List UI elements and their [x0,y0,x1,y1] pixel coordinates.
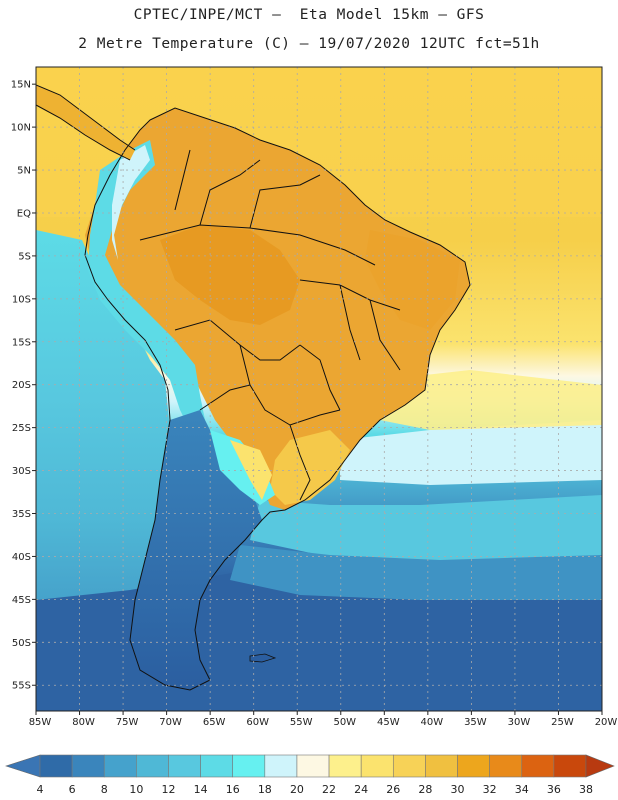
colorbar-label: 20 [290,783,304,796]
andes-cool-strip [88,140,215,470]
southern-cone-land [130,410,262,690]
latitude-axis: 15N 10N 5N EQ 5S 10S 15S 20S 25S 30S 35S 40S 45S 50S 5… [11,80,36,692]
colorbar-swatch [425,754,458,778]
lat-tick-label: 10N [11,123,31,134]
colorbar-swatch [168,754,201,778]
lon-tick-label: 55W [290,717,313,728]
colorbar-swatch [232,754,266,778]
chart-title-line-2: 2 Metre Temperature (C) – 19/07/2020 12U… [78,36,540,52]
colorbar-label: 18 [258,783,272,796]
lat-tick-label: 5S [18,251,31,262]
colorbar-label: 34 [515,783,529,796]
lat-tick-label: 20S [12,380,31,391]
colorbar-label: 14 [194,783,208,796]
lon-tick-label: 65W [203,717,226,728]
lon-tick-label: 25W [551,717,574,728]
lat-tick-label: EQ [17,208,31,219]
country-border [249,174,321,229]
colorbar-label: 38 [579,783,593,796]
lon-tick-label: 45W [377,717,400,728]
lon-tick-label: 50W [333,717,356,728]
lon-tick-label: 85W [29,717,52,728]
central-america-land [36,85,135,160]
lon-tick-label: 40W [421,717,444,728]
colorbar-swatch [264,754,298,778]
lat-tick-label: 50S [12,638,31,649]
lon-tick-label: 75W [116,717,139,728]
colorbar-label: 36 [547,783,561,796]
colorbar-label: 24 [354,783,368,796]
falkland-islands [249,653,277,663]
central-america-coast [36,84,136,161]
country-border [174,319,301,361]
colorbar-label: 32 [483,783,497,796]
lat-tick-label: 15N [11,80,31,91]
south-atlantic-cool-band [250,495,602,560]
south-atlantic-mid-band [230,545,602,600]
lat-tick-label: 30S [12,466,31,477]
colorbar-swatch [489,754,523,778]
colorbar-under-arrow [5,754,41,778]
colorbar-label: 12 [161,783,175,796]
colorbar-swatch [457,754,490,778]
colorbar-label: 6 [69,783,76,796]
colorbar-swatch [296,754,330,778]
country-border [199,159,261,226]
colorbar-swatch [360,754,394,778]
colorbar-swatch [103,754,137,778]
colorbar-label: 26 [386,783,400,796]
plot-frame [35,66,603,712]
colorbar-label: 22 [322,783,336,796]
amazon-warm-core [160,225,300,325]
colorbar-label: 8 [101,783,108,796]
lon-tick-label: 70W [159,717,182,728]
longitude-axis: 85W 80W 75W 70W 65W 60W 55W 50W 45W 40W 35W 30W 25W 2… [29,711,618,728]
colorbar-label: 28 [418,783,432,796]
coastline [84,107,471,691]
lon-tick-label: 20W [595,717,618,728]
lat-tick-label: 25S [12,423,31,434]
lon-tick-label: 35W [464,717,487,728]
colorbar-swatch [136,754,169,778]
country-border [289,424,311,501]
state-border [174,149,191,211]
graticule [36,67,602,711]
colorbar-label: 30 [451,783,465,796]
colorbar: 4 6 8 10 12 14 16 18 20 22 24 26 28 30 32 34 36 38 [5,754,615,796]
colorbar-label: 10 [129,783,143,796]
lat-tick-label: 10S [12,294,31,305]
central-argentina-field [230,440,272,500]
southern-brazil-field [270,430,350,505]
lat-tick-label: 40S [12,552,31,563]
lat-tick-label: 5N [17,166,31,177]
colorbar-swatch [521,754,555,778]
colorbar-swatch [200,754,234,778]
northeast-brazil-field [365,230,460,330]
lat-tick-label: 35S [12,509,31,520]
lat-tick-label: 45S [12,595,31,606]
lon-tick-label: 30W [508,717,531,728]
lat-tick-label: 15S [12,337,31,348]
colorbar-over-arrow [585,754,615,778]
lat-tick-label: 55S [12,681,31,692]
colorbar-swatch [39,754,73,778]
state-border [369,299,401,371]
colorbar-label: 16 [226,783,240,796]
andes-pale-strip [112,145,150,260]
country-border [139,224,376,266]
colorbar-swatch [71,754,105,778]
country-border [299,344,341,411]
chart-title-line-1: CPTEC/INPE/MCT – Eta Model 15km – GFS [133,7,485,23]
colorbar-swatch [553,754,587,778]
lon-tick-label: 60W [246,717,269,728]
colorbar-swatch [392,754,426,778]
colorbar-swatch [328,754,362,778]
colorbar-label: 4 [37,783,44,796]
state-border [339,284,361,361]
coastlines-and-borders [36,84,471,691]
country-border [239,344,341,426]
lon-tick-label: 80W [72,717,95,728]
state-border [299,279,401,311]
